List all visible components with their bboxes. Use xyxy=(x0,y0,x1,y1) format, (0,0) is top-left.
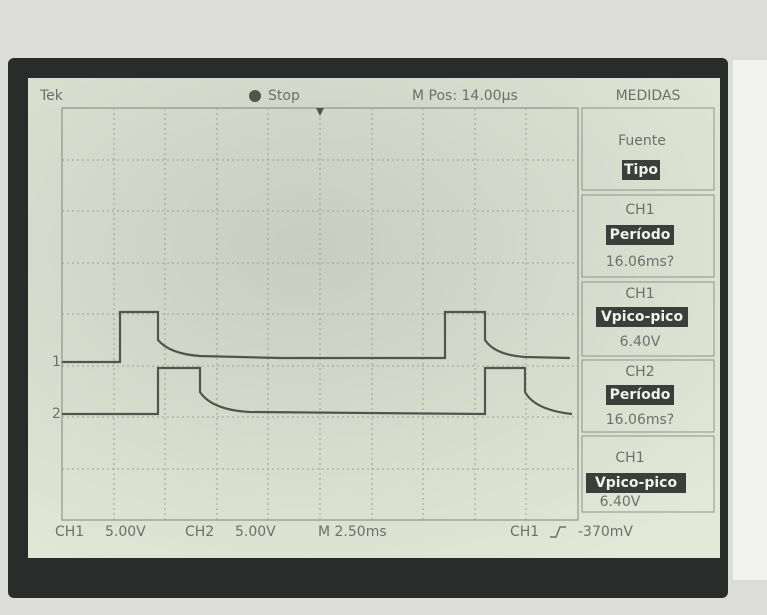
side-buttons xyxy=(733,60,767,580)
menu-reading: 6.40V xyxy=(620,334,661,350)
trigger-position-marker xyxy=(316,108,324,116)
stop-indicator xyxy=(249,90,261,102)
menu-reading: 16.06ms? xyxy=(606,254,674,270)
trigger-level: -370mV xyxy=(578,524,633,540)
trigger-slope-icon xyxy=(550,526,566,538)
side-menu: Fuente Tipo CH1 Período 16.06ms? CH1 Vpi… xyxy=(581,107,715,513)
ch2-trace xyxy=(62,366,573,416)
menu-label[interactable]: Fuente xyxy=(618,133,666,149)
menu-value[interactable]: Tipo xyxy=(624,162,658,178)
timebase: M 2.50ms xyxy=(318,524,387,540)
menu-reading: 6.40V xyxy=(600,494,641,510)
ch2-marker: 2 xyxy=(52,406,61,422)
brand: Tek xyxy=(39,88,64,104)
menu-value[interactable]: Período xyxy=(610,387,671,403)
ch1-scale: 5.00V xyxy=(105,524,146,540)
ch1-trace xyxy=(62,310,571,364)
menu-label[interactable]: CH1 xyxy=(625,286,654,302)
acquisition-state: Stop xyxy=(268,88,300,104)
trigger-source: CH1 xyxy=(510,524,539,540)
ch2-scale: 5.00V xyxy=(235,524,276,540)
menu-value[interactable]: Período xyxy=(610,227,671,243)
menu-label[interactable]: CH2 xyxy=(625,364,654,380)
menu-title: MEDIDAS xyxy=(616,88,681,104)
menu-reading: 16.06ms? xyxy=(606,412,674,428)
ch2-label: CH2 xyxy=(185,524,214,540)
menu-label[interactable]: CH1 xyxy=(625,202,654,218)
menu-label[interactable]: CH1 xyxy=(615,450,644,466)
menu-value[interactable]: Vpico-pico xyxy=(595,475,678,491)
horizontal-position: M Pos: 14.00µs xyxy=(412,88,518,104)
ch1-label: CH1 xyxy=(55,524,84,540)
ch1-marker: 1 xyxy=(52,354,61,370)
menu-value[interactable]: Vpico-pico xyxy=(601,309,684,325)
